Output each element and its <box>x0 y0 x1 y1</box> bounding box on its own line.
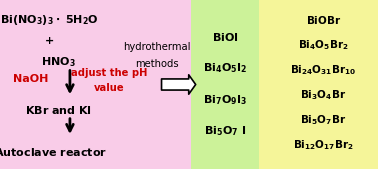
Text: adjust the pH: adjust the pH <box>71 68 148 78</box>
Text: $\mathbf{Bi_{12}O_{17}Br_2}$: $\mathbf{Bi_{12}O_{17}Br_2}$ <box>293 138 353 152</box>
Text: $\mathbf{Bi_4O_5Br_2}$: $\mathbf{Bi_4O_5Br_2}$ <box>298 38 349 52</box>
Text: $\mathbf{Autoclave\ reactor}$: $\mathbf{Autoclave\ reactor}$ <box>0 146 108 158</box>
Text: methods: methods <box>135 59 179 69</box>
Text: $\mathbf{Bi(NO_3)_3 \bullet\ 5H_2O}$: $\mathbf{Bi(NO_3)_3 \bullet\ 5H_2O}$ <box>0 13 99 27</box>
Text: $\mathbf{Bi_5O_7\ I}$: $\mathbf{Bi_5O_7\ I}$ <box>204 124 246 138</box>
Bar <box>0 0 191 169</box>
Text: hydrothermal: hydrothermal <box>123 42 191 52</box>
Text: $\mathbf{BiOBr}$: $\mathbf{BiOBr}$ <box>305 14 341 26</box>
Text: $\mathbf{Bi_5O_7Br}$: $\mathbf{Bi_5O_7Br}$ <box>300 113 346 127</box>
Text: value: value <box>94 83 125 93</box>
Text: $\mathbf{HNO_3}$: $\mathbf{HNO_3}$ <box>41 56 76 69</box>
Bar <box>191 0 259 169</box>
Text: $\mathbf{KBr\ and\ KI}$: $\mathbf{KBr\ and\ KI}$ <box>25 104 92 116</box>
Text: $\mathbf{BiOI}$: $\mathbf{BiOI}$ <box>212 31 238 43</box>
Text: $\mathbf{Bi_4O_5I_2}$: $\mathbf{Bi_4O_5I_2}$ <box>203 62 247 75</box>
Bar <box>259 0 378 169</box>
Text: $\mathbf{+}$: $\mathbf{+}$ <box>44 35 54 46</box>
Text: NaOH: NaOH <box>13 74 49 84</box>
Text: $\mathbf{Bi_{24}O_{31}Br_{10}}$: $\mathbf{Bi_{24}O_{31}Br_{10}}$ <box>290 63 356 77</box>
Text: $\mathbf{Bi_7O_9I_3}$: $\mathbf{Bi_7O_9I_3}$ <box>203 93 247 107</box>
Text: $\mathbf{Bi_3O_4Br}$: $\mathbf{Bi_3O_4Br}$ <box>300 88 346 102</box>
